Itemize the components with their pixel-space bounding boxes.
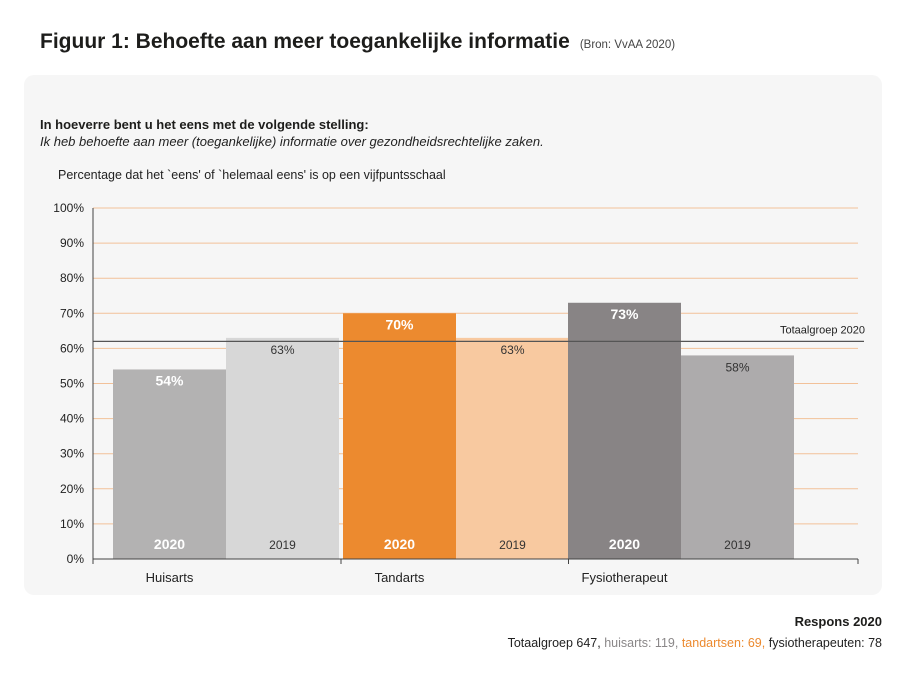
bar-fysiotherapeut-2019	[681, 355, 794, 559]
bar-tandarts-2020	[343, 313, 456, 559]
question-prompt: In hoeverre bent u het eens met de volge…	[40, 117, 369, 132]
y-tick-label: 80%	[60, 271, 84, 285]
category-label: Fysiotherapeut	[582, 570, 668, 585]
value-label: 73%	[610, 306, 639, 322]
figure-title-block: Figuur 1: Behoefte aan meer toegankelijk…	[40, 30, 675, 54]
y-tick-label: 30%	[60, 447, 84, 461]
y-tick-label: 50%	[60, 377, 84, 391]
reference-line-label: Totaalgroep 2020	[780, 324, 865, 336]
page-title: Figuur 1: Behoefte aan meer toegankelijk…	[40, 30, 570, 53]
response-total: Totaalgroep 647,	[507, 636, 601, 650]
series-year-label: 2019	[724, 538, 751, 552]
value-label: 70%	[385, 316, 414, 332]
series-year-label: 2020	[384, 536, 415, 552]
value-label: 54%	[155, 372, 184, 388]
value-label: 63%	[500, 343, 524, 357]
y-tick-label: 0%	[67, 552, 85, 566]
bar-huisarts-2020	[113, 369, 226, 559]
bar-tandarts-2019	[456, 337, 569, 559]
y-tick-label: 100%	[53, 201, 84, 215]
labels: 0% 10% 20% 30% 40% 50% 60% 70% 80% 90% 100% 54% 2020…	[53, 201, 751, 585]
bar-fysiotherapeut-2020	[568, 302, 681, 559]
series-year-label: 2020	[154, 536, 185, 552]
question-statement: Ik heb behoefte aan meer (toegankelijke)…	[40, 134, 544, 149]
y-tick-label: 20%	[60, 482, 84, 496]
y-tick-label: 90%	[60, 236, 84, 250]
series-year-label: 2020	[609, 536, 640, 552]
y-tick-label: 60%	[60, 341, 84, 355]
axes	[92, 208, 859, 564]
series-year-label: 2019	[499, 538, 526, 552]
value-label: 63%	[270, 343, 294, 357]
response-huisarts: huisarts: 119,	[604, 636, 679, 650]
bars	[113, 302, 794, 559]
bar-huisarts-2019	[226, 337, 339, 559]
category-label: Tandarts	[375, 570, 425, 585]
response-tandarts: tandartsen: 69,	[681, 636, 766, 650]
category-label: Huisarts	[146, 570, 194, 585]
y-tick-label: 10%	[60, 517, 84, 531]
y-tick-label: 70%	[60, 306, 84, 320]
chart-subtitle: Percentage dat het `eens' of `helemaal e…	[58, 168, 446, 182]
value-label: 58%	[725, 360, 749, 374]
response-counts: Totaalgroep 647, huisarts: 119, tandarts…	[508, 636, 882, 650]
y-tick-label: 40%	[60, 412, 84, 426]
series-year-label: 2019	[269, 538, 296, 552]
response-fysio: fysiotherapeuten: 78	[768, 636, 882, 650]
response-title: Respons 2020	[794, 614, 882, 629]
reference-line-group: Totaalgroep 2020	[93, 324, 865, 342]
source-note: (Bron: VvAA 2020)	[579, 39, 676, 51]
